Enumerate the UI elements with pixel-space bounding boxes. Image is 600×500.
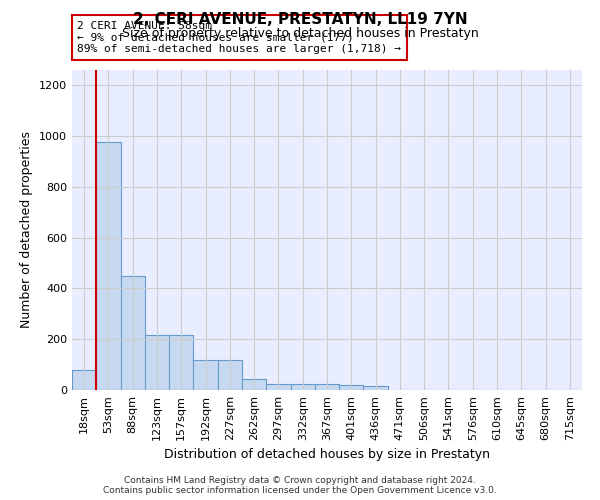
- Bar: [339, 385, 364, 390]
- Bar: [193, 360, 218, 390]
- Text: 2, CERI AVENUE, PRESTATYN, LL19 7YN: 2, CERI AVENUE, PRESTATYN, LL19 7YN: [133, 12, 467, 28]
- X-axis label: Distribution of detached houses by size in Prestatyn: Distribution of detached houses by size …: [164, 448, 490, 462]
- Text: 2 CERI AVENUE: 58sqm
← 9% of detached houses are smaller (177)
89% of semi-detac: 2 CERI AVENUE: 58sqm ← 9% of detached ho…: [77, 21, 401, 54]
- Bar: [121, 276, 145, 390]
- Bar: [315, 384, 339, 390]
- Bar: [72, 370, 96, 390]
- Bar: [96, 142, 121, 390]
- Bar: [290, 384, 315, 390]
- Bar: [364, 386, 388, 390]
- Bar: [218, 360, 242, 390]
- Bar: [169, 336, 193, 390]
- Y-axis label: Number of detached properties: Number of detached properties: [20, 132, 34, 328]
- Text: Size of property relative to detached houses in Prestatyn: Size of property relative to detached ho…: [122, 28, 478, 40]
- Bar: [266, 384, 290, 390]
- Text: Contains HM Land Registry data © Crown copyright and database right 2024.
Contai: Contains HM Land Registry data © Crown c…: [103, 476, 497, 495]
- Bar: [242, 378, 266, 390]
- Bar: [145, 336, 169, 390]
